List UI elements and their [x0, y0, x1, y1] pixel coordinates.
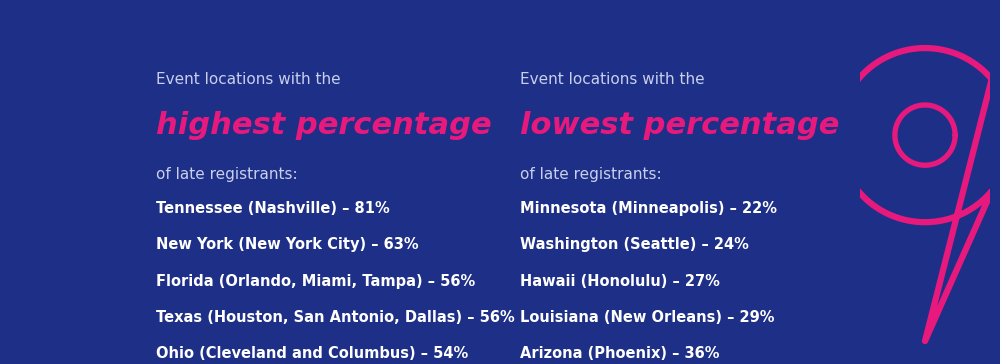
Text: New York (New York City) – 63%: New York (New York City) – 63%	[156, 237, 419, 252]
Text: Washington (Seattle) – 24%: Washington (Seattle) – 24%	[520, 237, 749, 252]
Text: Louisiana (New Orleans) – 29%: Louisiana (New Orleans) – 29%	[520, 310, 775, 325]
Text: Florida (Orlando, Miami, Tampa) – 56%: Florida (Orlando, Miami, Tampa) – 56%	[156, 273, 475, 289]
Text: Ohio (Cleveland and Columbus) – 54%: Ohio (Cleveland and Columbus) – 54%	[156, 347, 468, 361]
Text: Tennessee (Nashville) – 81%: Tennessee (Nashville) – 81%	[156, 201, 390, 215]
Text: Texas (Houston, San Antonio, Dallas) – 56%: Texas (Houston, San Antonio, Dallas) – 5…	[156, 310, 515, 325]
Text: Event locations with the: Event locations with the	[520, 72, 705, 87]
Text: of late registrants:: of late registrants:	[520, 167, 662, 182]
Text: lowest percentage: lowest percentage	[520, 111, 840, 140]
Text: highest percentage: highest percentage	[156, 111, 492, 140]
Text: of late registrants:: of late registrants:	[156, 167, 298, 182]
Text: Event locations with the: Event locations with the	[156, 72, 341, 87]
Text: Arizona (Phoenix) – 36%: Arizona (Phoenix) – 36%	[520, 347, 720, 361]
Text: Hawaii (Honolulu) – 27%: Hawaii (Honolulu) – 27%	[520, 273, 720, 289]
Text: Minnesota (Minneapolis) – 22%: Minnesota (Minneapolis) – 22%	[520, 201, 777, 215]
